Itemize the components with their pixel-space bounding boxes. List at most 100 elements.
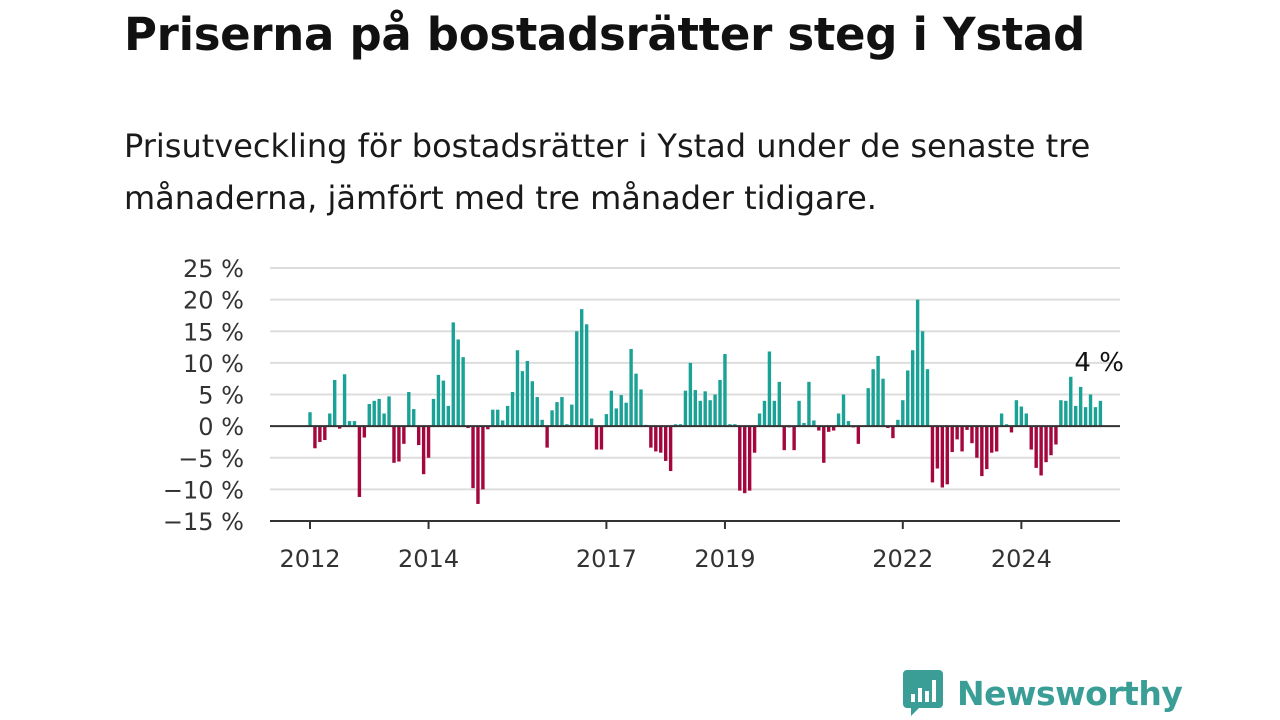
- bar: [718, 379, 722, 427]
- bar: [402, 426, 406, 444]
- bar: [476, 426, 480, 504]
- bar: [505, 405, 510, 427]
- bar: [703, 391, 707, 427]
- bar: [1044, 426, 1048, 463]
- bar: [313, 426, 317, 449]
- bar: [525, 360, 530, 427]
- bar: [416, 426, 421, 446]
- bar: [812, 420, 816, 427]
- bar: [856, 426, 861, 444]
- bars: [308, 299, 1103, 504]
- bar: [930, 426, 935, 483]
- bar: [515, 350, 520, 427]
- bar: [609, 390, 614, 427]
- bar: [599, 426, 604, 450]
- bar: [540, 419, 544, 427]
- newsworthy-brand: Newsworthy: [903, 668, 1183, 718]
- bar: [950, 426, 954, 453]
- bar: [693, 390, 698, 427]
- bar: [333, 379, 337, 427]
- bar: [915, 299, 920, 427]
- y-axis-labels: 25 % 20 % 15 % 10 % 5 % 0 % −5 % −10 % −15 %: [163, 255, 244, 536]
- bar: [634, 373, 638, 427]
- bar: [624, 402, 628, 427]
- bar: [876, 355, 880, 427]
- bar: [1074, 405, 1078, 427]
- bar: [1029, 426, 1033, 450]
- bar: [377, 398, 381, 427]
- bar: [500, 420, 505, 427]
- bar: [955, 426, 959, 440]
- bar: [925, 369, 930, 427]
- bar: [772, 400, 777, 427]
- bar: [891, 426, 895, 439]
- x-axis-labels: 2012 2014 2017 2019 2022 2024: [279, 521, 1052, 573]
- bar: [1098, 400, 1103, 427]
- bar: [659, 426, 663, 453]
- bar: [486, 426, 490, 430]
- bar: [550, 410, 554, 427]
- bar: [836, 413, 841, 427]
- bar: [367, 403, 371, 427]
- bar: [1034, 426, 1038, 468]
- bar: [1019, 406, 1024, 427]
- bar: [604, 414, 609, 427]
- x-tick-label: 2014: [398, 545, 459, 573]
- bar: [723, 354, 727, 427]
- bar: [822, 426, 826, 463]
- bar: [510, 391, 515, 427]
- bar: [896, 419, 900, 427]
- bar: [1024, 413, 1028, 427]
- y-tick-label: 10 %: [183, 350, 244, 378]
- bar: [397, 426, 401, 462]
- bar: [1049, 426, 1053, 456]
- bar: [471, 426, 475, 489]
- bar: [777, 381, 781, 427]
- bar: [589, 418, 594, 427]
- bar: [663, 426, 668, 461]
- bar: [871, 369, 875, 427]
- bar: [698, 400, 702, 427]
- x-tick-label: 2024: [991, 545, 1052, 573]
- bar: [412, 409, 416, 427]
- bar: [323, 426, 327, 441]
- bar: [683, 390, 688, 427]
- bar: [688, 362, 693, 427]
- bar: [980, 426, 984, 477]
- bar: [940, 426, 945, 488]
- bar: [738, 426, 742, 491]
- bar: [431, 398, 436, 427]
- bar: [743, 426, 747, 494]
- y-tick-label: −15 %: [163, 508, 244, 536]
- bar: [881, 378, 885, 427]
- bar: [421, 426, 426, 475]
- bar: [901, 400, 905, 427]
- y-tick-label: 15 %: [183, 318, 244, 346]
- y-tick-label: −10 %: [163, 476, 244, 504]
- bar: [1039, 426, 1043, 476]
- bar: [1014, 400, 1019, 427]
- bar: [619, 395, 623, 427]
- bar: [767, 351, 772, 427]
- bar: [441, 380, 446, 427]
- bar: [975, 426, 979, 458]
- bar: [535, 397, 539, 427]
- bar: [960, 426, 964, 452]
- y-tick-label: 20 %: [183, 287, 244, 315]
- bar: [990, 426, 994, 453]
- bar: [392, 426, 396, 463]
- bar: [906, 370, 910, 427]
- bar: [762, 400, 767, 427]
- y-tick-label: 5 %: [198, 382, 244, 410]
- bar: [491, 409, 495, 427]
- bar: [629, 348, 633, 427]
- y-tick-label: −5 %: [178, 445, 244, 473]
- bar: [668, 426, 673, 472]
- bar: [1064, 400, 1068, 427]
- bar: [1088, 394, 1093, 427]
- x-tick-label: 2017: [576, 545, 637, 573]
- chart-subtitle: Prisutveckling för bostadsrätter i Ystad…: [124, 127, 1091, 217]
- bar: [387, 396, 391, 427]
- bar: [970, 426, 974, 444]
- bar: [747, 426, 752, 491]
